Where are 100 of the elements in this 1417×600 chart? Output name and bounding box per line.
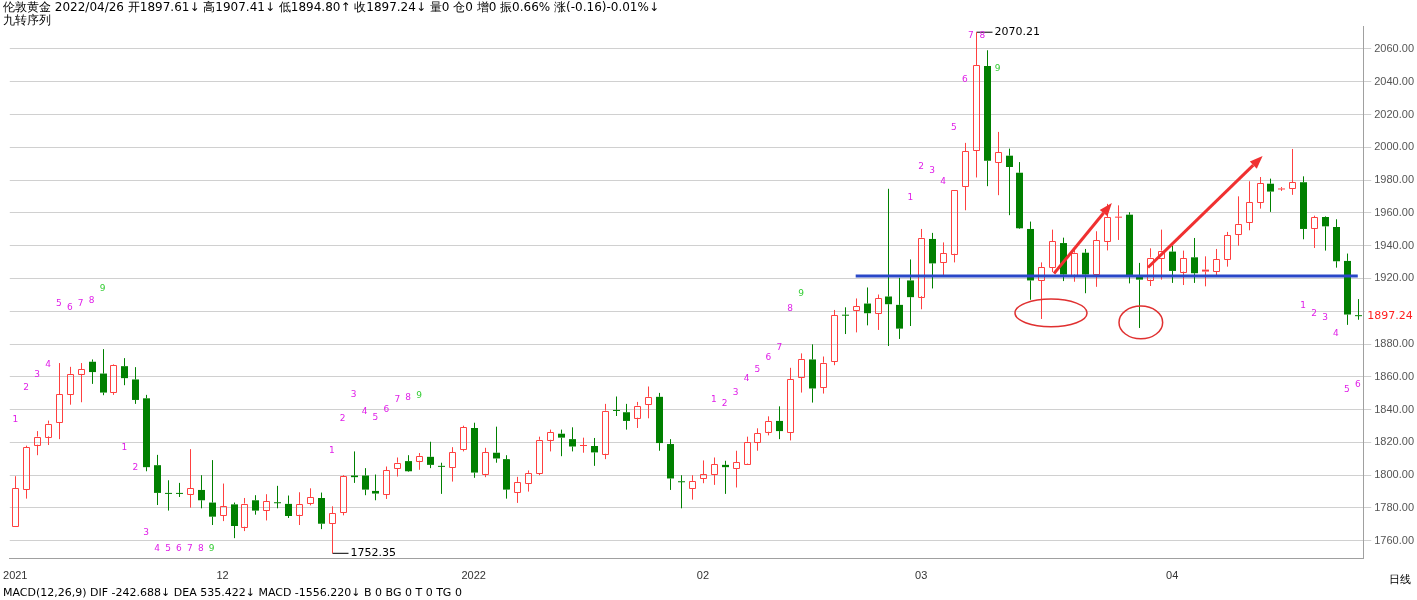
candlestick: [121, 357, 128, 386]
candlestick: [198, 474, 205, 509]
candlestick: [973, 31, 980, 178]
candlestick: [809, 343, 816, 404]
candlestick: [241, 497, 248, 532]
candlestick: [307, 487, 314, 506]
candlestick: [634, 401, 641, 429]
annotation: 6: [1354, 378, 1361, 389]
annotation: 2: [918, 161, 925, 172]
candlestick: [875, 294, 882, 331]
y-tick-label: 1860.00: [1374, 369, 1414, 382]
candlestick: [984, 49, 991, 187]
candlestick: [1082, 248, 1089, 294]
y-tick-label: 1800.00: [1374, 468, 1414, 481]
x-tick-label: 12: [216, 569, 229, 582]
candlestick: [1104, 203, 1111, 251]
candlestick: [798, 352, 805, 394]
candlestick: [623, 403, 630, 431]
candlestick: [438, 462, 445, 495]
candlestick: [329, 505, 336, 554]
candlestick: [1257, 176, 1264, 210]
candlestick: [689, 474, 696, 501]
candlestick: [416, 452, 423, 471]
y-tick-label: 1760.00: [1374, 533, 1414, 546]
candlestick: [1267, 178, 1274, 213]
candlestick: [569, 426, 576, 452]
annotation: 8: [88, 295, 95, 306]
annotation: 9: [798, 287, 805, 298]
annotation: 4: [154, 543, 161, 554]
annotation: 6: [383, 403, 390, 414]
annotation: 2: [1311, 307, 1317, 318]
candlestick: [1289, 148, 1296, 196]
candlestick: [962, 142, 969, 211]
annotation: 2: [23, 382, 30, 393]
candlestick: [1235, 195, 1242, 247]
annotation: 5: [1344, 383, 1350, 394]
annotation: 2070.21: [994, 25, 1040, 39]
candlestick: [1300, 175, 1307, 240]
candlestick: [1006, 148, 1013, 216]
annotation: 1: [328, 444, 335, 455]
candlestick: [394, 456, 401, 477]
annotation: 8: [197, 543, 204, 554]
candlestick: [1191, 237, 1198, 284]
candlestick: [165, 479, 172, 512]
candlestick: [176, 482, 183, 498]
candlestick: [1115, 204, 1122, 241]
annotation: 3: [929, 164, 935, 175]
annotation: 7: [967, 29, 974, 40]
candlestick: [209, 459, 216, 526]
annotation: 1: [710, 394, 717, 405]
annotation: 5: [165, 543, 171, 554]
candlestick: [918, 228, 925, 310]
y-tick-label: 2000.00: [1374, 140, 1414, 153]
annotation: 6: [176, 543, 183, 554]
annotation: 1: [1300, 299, 1307, 310]
candlestick: [78, 362, 85, 403]
text: MACD(12,26,9) DIF -242.688↓ DEA 535.422↓ MACD -1556.220↓ B 0 BG 0 T 0 TG 0: [3, 586, 462, 599]
annotation: 1: [907, 192, 914, 203]
chart-subtitle: 九转序列: [3, 13, 51, 27]
candlestick: [362, 467, 369, 496]
annotation: 6: [961, 74, 968, 85]
candlestick: [1344, 253, 1351, 326]
candlestick: [34, 430, 41, 456]
candlestick: [1027, 221, 1034, 301]
annotation: 5: [372, 411, 379, 422]
candlestick: [1322, 216, 1329, 252]
annotation: 7: [77, 297, 84, 308]
text: 1897.24: [1367, 308, 1413, 322]
annotation: 3: [350, 388, 357, 399]
candlestick: [263, 493, 270, 521]
annotation: 6: [765, 352, 772, 363]
candlestick: [89, 358, 96, 385]
annotation: 8: [787, 302, 794, 313]
candlestick: [711, 456, 718, 486]
y-tick-label: 1960.00: [1374, 205, 1414, 218]
candlestick: [896, 277, 903, 340]
annotation: 9: [208, 543, 215, 554]
y-tick-label: 2020.00: [1374, 107, 1414, 120]
y-tick-label: 1880.00: [1374, 337, 1414, 350]
annotation: 3: [1322, 311, 1328, 322]
x-tick-label: 03: [915, 569, 928, 582]
candlestick: [100, 348, 107, 396]
candlestick: [132, 366, 139, 405]
annotation: 5: [754, 364, 761, 375]
candlestick: [656, 392, 663, 452]
annotation: 6: [66, 302, 73, 313]
candlestick: [580, 437, 587, 454]
annotation: 4: [743, 372, 750, 383]
annotation: 5: [951, 122, 957, 133]
annotation: 9: [994, 63, 1001, 74]
annotation: 4: [940, 176, 947, 187]
candlestick: [220, 483, 227, 522]
annotation: 1752.35: [350, 546, 396, 560]
candlestick: [187, 448, 194, 509]
x-tick-label: 2022: [461, 569, 486, 582]
candlestick: [1224, 231, 1231, 268]
candlestick: [842, 306, 849, 335]
annotation: 2: [132, 462, 139, 473]
annotation: 3: [732, 387, 739, 398]
candlestick: [56, 362, 63, 440]
